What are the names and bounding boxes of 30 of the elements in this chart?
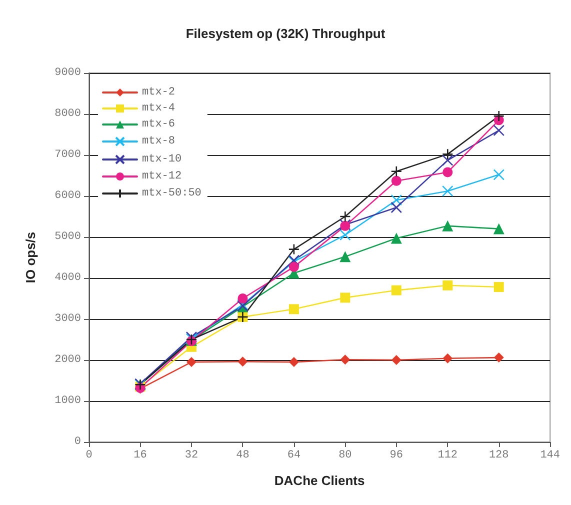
legend-label: mtx-4 (142, 102, 176, 114)
legend-label: mtx-2 (142, 86, 176, 98)
y-tick-label: 5000 (54, 231, 81, 243)
y-axis-title: IO ops/s (23, 232, 38, 284)
x-axis-title: DAChe Clients (274, 473, 365, 488)
x-tick-label: 144 (540, 450, 560, 462)
x-tick-label: 112 (438, 450, 458, 462)
x-tick-label: 80 (338, 450, 352, 462)
legend-label: mtx-6 (142, 118, 176, 130)
x-tick-label: 48 (236, 450, 250, 462)
legend-label: mtx-12 (142, 170, 182, 182)
y-tick-label: 7000 (54, 149, 81, 161)
x-tick-label: 16 (134, 450, 147, 462)
x-tick-label: 0 (86, 450, 92, 462)
y-tick-label: 2000 (54, 354, 81, 366)
y-tick-label: 1000 (54, 395, 81, 407)
legend-label: mtx-10 (142, 154, 182, 166)
y-tick-label: 9000 (54, 67, 81, 79)
chart-title: Filesystem op (32K) Throughput (186, 26, 386, 41)
legend-label: mtx-50:50 (142, 188, 202, 200)
y-tick-label: 6000 (54, 190, 81, 202)
legend-label: mtx-8 (142, 136, 176, 148)
x-tick-label: 96 (390, 450, 403, 462)
x-tick-label: 128 (488, 450, 509, 462)
x-tick-label: 32 (184, 450, 198, 462)
y-tick-label: 0 (74, 436, 81, 448)
x-tick-label: 64 (287, 450, 301, 462)
y-tick-label: 8000 (54, 108, 81, 120)
y-tick-label: 3000 (54, 313, 81, 325)
y-tick-label: 4000 (54, 272, 81, 284)
